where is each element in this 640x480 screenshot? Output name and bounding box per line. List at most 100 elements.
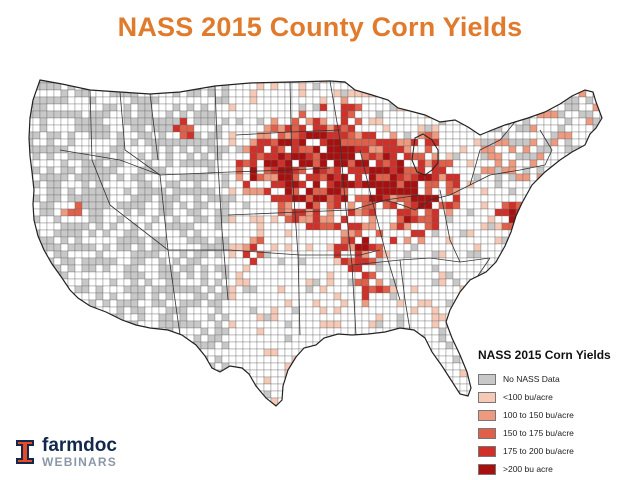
county-cell [291,327,300,336]
county-cell [81,271,90,280]
county-cell [473,222,482,231]
county-cell [123,376,132,385]
county-cell [431,376,440,385]
county-cell [242,264,251,273]
county-cell [585,117,594,126]
county-cell [298,103,307,112]
county-cell [186,201,195,210]
county-cell [543,187,552,196]
county-cell [473,264,482,273]
county-cell [515,96,524,105]
county-cell [473,80,482,84]
county-cell [95,292,104,301]
county-cell [452,208,461,217]
county-cell [88,376,97,385]
county-cell [550,194,559,203]
county-cell [459,404,468,406]
county-cell [389,117,398,126]
county-cell [494,264,503,273]
county-cell [445,271,454,280]
county-cell [340,222,349,231]
legend-item-over-200: >200 bu acre [478,460,638,478]
county-cell [494,222,503,231]
county-cell [298,404,307,406]
county-cell [557,145,566,154]
county-cell [522,138,531,147]
county-cell [193,404,202,406]
county-cell [32,369,41,378]
county-cell [424,145,433,154]
county-cell [578,96,587,105]
county-cell [354,222,363,231]
county-cell [599,89,602,98]
county-cell [347,264,356,273]
county-cell [403,208,412,217]
county-cell [459,243,468,252]
county-cell [466,96,475,105]
county-cell [305,313,314,322]
county-cell [67,103,76,112]
county-cell [263,306,272,315]
county-cell [473,82,482,91]
county-cell [200,124,209,133]
county-cell [459,383,468,392]
county-cell [172,194,181,203]
county-cell [39,271,48,280]
county-cell [81,145,90,154]
county-cell [39,80,48,84]
county-cell [438,180,447,189]
county-cell [235,124,244,133]
county-cell [60,348,69,357]
county-cell [221,152,230,161]
county-cell [368,299,377,308]
county-cell [137,80,146,84]
county-cell [200,80,209,84]
county-cell [137,285,146,294]
county-cell [277,250,286,259]
county-cell [165,229,174,238]
county-cell [508,327,517,336]
county-cell [319,327,328,336]
county-cell [242,145,251,154]
county-cell [277,383,286,392]
county-cell [249,271,258,280]
county-cell [319,341,328,350]
county-cell [270,194,279,203]
county-cell [515,103,524,112]
county-cell [424,243,433,252]
county-cell [207,397,216,406]
county-cell [221,257,230,266]
county-cell [319,208,328,217]
county-cell [536,243,545,252]
county-cell [74,80,83,84]
county-cell [501,306,510,315]
county-cell [214,264,223,273]
county-cell [256,159,265,168]
county-cell [431,180,440,189]
county-cell [375,397,384,406]
county-cell [522,229,531,238]
county-cell [494,292,503,301]
county-cell [543,292,552,301]
county-cell [81,187,90,196]
county-cell [158,397,167,406]
county-cell [361,243,370,252]
county-cell [228,222,237,231]
county-cell [172,383,181,392]
county-cell [438,243,447,252]
county-cell [172,404,181,406]
county-cell [144,257,153,266]
county-cell [228,348,237,357]
county-cell [494,82,503,91]
county-cell [459,145,468,154]
county-cell [403,243,412,252]
county-cell [172,110,181,119]
county-cell [578,117,587,126]
county-cell [256,278,265,287]
county-cell [235,306,244,315]
county-cell [95,257,104,266]
county-cell [263,82,272,91]
county-cell [354,131,363,140]
county-cell [179,229,188,238]
county-cell [529,236,538,245]
